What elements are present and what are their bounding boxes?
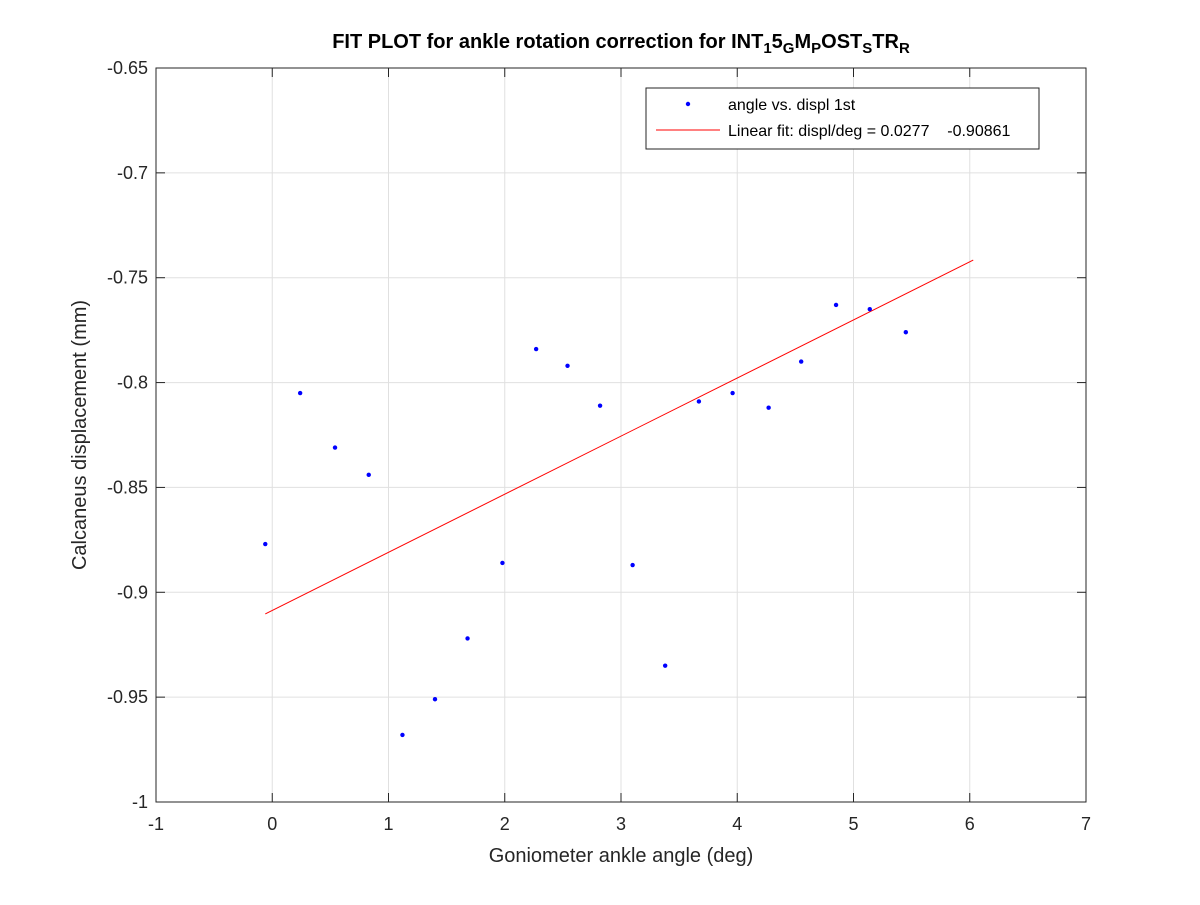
chart-title: FIT PLOT for ankle rotation correction f… — [332, 31, 910, 57]
legend-marker-points — [685, 101, 691, 107]
x-tick-label: 1 — [383, 814, 393, 834]
data-point — [662, 663, 668, 668]
y-tick-label: -0.85 — [107, 477, 148, 497]
y-tick-label: -0.75 — [107, 268, 148, 288]
data-point — [565, 363, 570, 368]
data-point — [465, 636, 470, 641]
x-tick-label: -1 — [148, 814, 164, 834]
x-tick-label: 3 — [616, 814, 626, 834]
data-point — [400, 732, 405, 738]
data-point — [630, 562, 635, 568]
data-point — [833, 302, 839, 308]
data-point — [533, 346, 539, 352]
title-segment: OST — [821, 31, 862, 53]
data-point — [597, 403, 603, 408]
y-tick-labels: -0.65 -0.7 -0.75 -0.8 -0.85 -0.9 -0.95 -1 — [107, 58, 148, 812]
data-point — [500, 560, 505, 566]
title-segment: 5 — [772, 31, 783, 53]
title-segment: FIT PLOT for ankle rotation correction f… — [332, 31, 763, 53]
y-tick-label: -0.7 — [117, 163, 148, 183]
data-point — [297, 390, 303, 396]
data-point — [730, 390, 735, 396]
legend: angle vs. displ 1st Linear fit: displ/de… — [645, 87, 1040, 150]
data-point — [263, 541, 268, 547]
title-subscript: G — [783, 40, 795, 57]
title-subscript: 1 — [763, 40, 771, 57]
x-tick-label: 4 — [732, 814, 742, 834]
fit-line-layer — [265, 259, 974, 615]
data-point — [766, 405, 771, 410]
legend-box — [645, 87, 1040, 150]
tick-marks — [155, 67, 1087, 803]
y-axis-label: Calcaneus displacement (mm) — [69, 300, 91, 570]
data-point — [332, 445, 338, 450]
legend-label-points: angle vs. displ 1st — [728, 97, 856, 114]
x-axis-label: Goniometer ankle angle (deg) — [489, 845, 754, 867]
legend-label-fit: Linear fit: displ/deg = 0.0277 -0.90861 — [728, 123, 1011, 140]
linear-fit-line — [265, 259, 974, 615]
data-point — [903, 330, 909, 335]
title-segment: TR — [872, 31, 899, 53]
x-tick-label: 2 — [500, 814, 510, 834]
x-tick-labels: -1 0 1 2 3 4 5 6 7 — [148, 814, 1091, 834]
x-tick-label: 7 — [1081, 814, 1091, 834]
x-tick-label: 5 — [848, 814, 858, 834]
y-tick-label: -1 — [132, 792, 148, 812]
y-tick-label: -0.95 — [107, 687, 148, 707]
title-subscript: P — [811, 40, 821, 57]
data-point — [867, 306, 872, 312]
data-point — [798, 359, 804, 364]
title-segment: M — [794, 31, 811, 53]
title-subscript: S — [862, 40, 872, 57]
x-tick-label: 6 — [965, 814, 975, 834]
data-points-layer — [263, 302, 909, 738]
data-point — [432, 697, 438, 702]
data-point — [696, 399, 702, 404]
title-subscript: R — [899, 40, 910, 57]
y-tick-label: -0.65 — [107, 58, 148, 78]
y-tick-label: -0.9 — [117, 582, 148, 602]
y-tick-label: -0.8 — [117, 373, 148, 393]
x-tick-label: 0 — [267, 814, 277, 834]
data-point — [366, 472, 371, 478]
